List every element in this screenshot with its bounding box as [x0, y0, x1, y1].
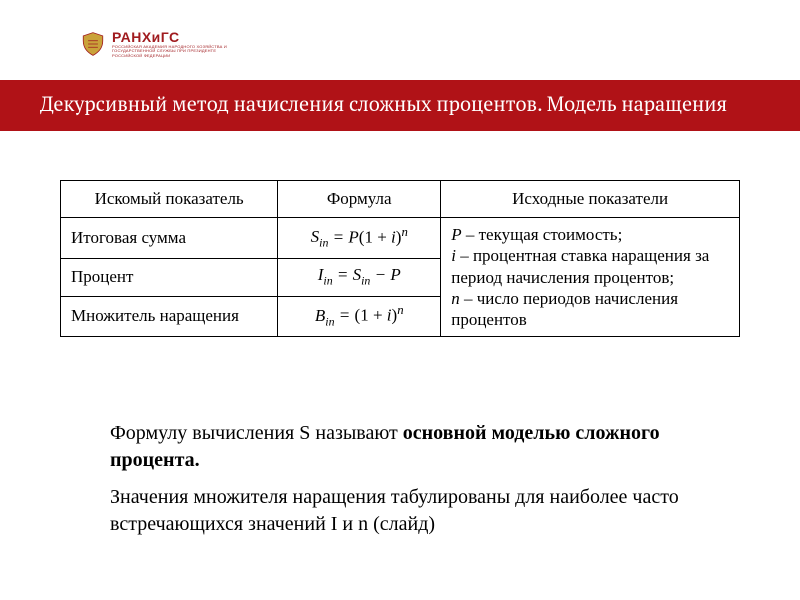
formula-cell: Sin = P(1 + i)n	[278, 218, 441, 259]
body-paragraph: Значения множителя наращения табулирован…	[110, 484, 710, 538]
text: Формулу вычисления S называют	[110, 422, 403, 444]
body-text: Формулу вычисления S называют основной м…	[110, 420, 710, 548]
table-header: Исходные показатели	[441, 181, 740, 218]
crest-icon	[80, 31, 106, 57]
formula-cell: Bin = (1 + i)n	[278, 296, 441, 337]
table-row-label: Итоговая сумма	[61, 218, 278, 259]
table-row-label: Множитель наращения	[61, 296, 278, 337]
definitions-cell: P – текущая стоимость;i – процентная ста…	[441, 218, 740, 337]
table-header: Формула	[278, 181, 441, 218]
body-paragraph: Формулу вычисления S называют основной м…	[110, 420, 710, 474]
logo-name: РАНХиГС	[112, 30, 232, 44]
logo: РАНХиГС РОССИЙСКАЯ АКАДЕМИЯ НАРОДНОГО ХО…	[80, 30, 232, 58]
logo-subtitle: РОССИЙСКАЯ АКАДЕМИЯ НАРОДНОГО ХОЗЯЙСТВА …	[112, 45, 232, 58]
formula-table: Искомый показатель Формула Исходные пока…	[60, 180, 740, 337]
slide-title: Декурсивный метод начисления сложных про…	[0, 80, 800, 131]
slide: РАНХиГС РОССИЙСКАЯ АКАДЕМИЯ НАРОДНОГО ХО…	[0, 0, 800, 600]
logo-text: РАНХиГС РОССИЙСКАЯ АКАДЕМИЯ НАРОДНОГО ХО…	[112, 30, 232, 58]
table-header: Искомый показатель	[61, 181, 278, 218]
formula-cell: Iin = Sin − P	[278, 258, 441, 296]
table-row-label: Процент	[61, 258, 278, 296]
